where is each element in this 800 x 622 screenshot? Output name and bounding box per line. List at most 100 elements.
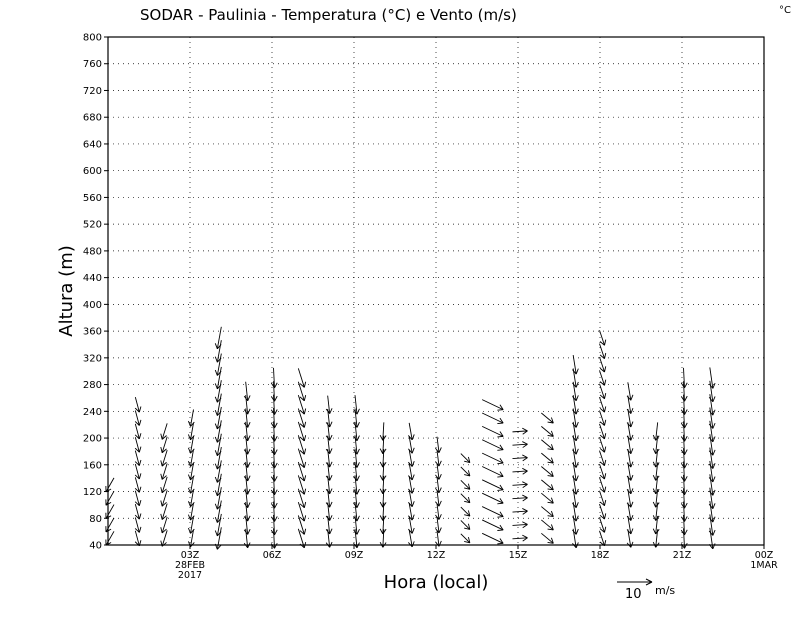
wind-vector-head bbox=[497, 463, 503, 464]
wind-vector bbox=[435, 437, 441, 453]
wind-vector-head bbox=[412, 448, 414, 453]
wind-vector-head bbox=[685, 543, 688, 548]
wind-vector-head bbox=[631, 488, 633, 493]
x-axis-label: Hora (local) bbox=[384, 572, 489, 593]
wind-vector-head bbox=[304, 502, 305, 508]
wind-vector-head bbox=[357, 502, 359, 507]
wind-vector-head bbox=[653, 529, 655, 534]
x-tick-label: 15Z bbox=[509, 550, 528, 561]
wind-vector-head bbox=[304, 449, 305, 455]
wind-vector-head bbox=[713, 543, 715, 548]
wind-vector-head bbox=[576, 502, 578, 507]
wind-vector-head bbox=[215, 517, 217, 522]
wind-vector-head bbox=[304, 475, 305, 481]
wind-vector bbox=[353, 395, 359, 414]
wind-vector-head bbox=[357, 462, 359, 467]
wind-vector bbox=[541, 466, 553, 476]
wind-vector-head bbox=[161, 474, 162, 480]
wind-vector-head bbox=[631, 408, 633, 413]
wind-vector-head bbox=[275, 530, 278, 535]
wind-vector-head bbox=[215, 424, 217, 429]
wind-vector-head bbox=[497, 530, 503, 531]
wind-vector bbox=[461, 454, 470, 463]
wind-vector-head bbox=[139, 473, 141, 479]
wind-vector-head bbox=[275, 436, 278, 441]
wind-vector-head bbox=[139, 447, 141, 453]
y-tick-label: 480 bbox=[83, 246, 102, 257]
wind-vector bbox=[482, 466, 503, 477]
wind-vector-head bbox=[357, 476, 359, 481]
wind-vector-head bbox=[713, 530, 715, 535]
wind-vector-head bbox=[161, 514, 162, 520]
wind-vector bbox=[513, 428, 528, 434]
wind-vector-head bbox=[439, 461, 441, 466]
wind-vector-head bbox=[215, 343, 217, 348]
wind-vector-shaft bbox=[513, 498, 528, 499]
wind-vector-head bbox=[685, 450, 688, 455]
y-tick-label: 320 bbox=[83, 353, 102, 364]
wind-vector bbox=[513, 442, 528, 448]
wind-vector bbox=[513, 495, 528, 501]
wind-vector-head bbox=[215, 530, 217, 535]
wind-vector-head bbox=[357, 489, 359, 494]
wind-vector-shaft bbox=[482, 440, 503, 450]
wind-vector-head bbox=[275, 423, 278, 428]
wind-vector-head bbox=[139, 407, 141, 413]
y-tick-label: 400 bbox=[83, 300, 102, 311]
wind-vector-head bbox=[380, 489, 383, 494]
wind-vector bbox=[513, 482, 528, 488]
wind-vector-head bbox=[653, 448, 655, 453]
wind-vector bbox=[482, 480, 503, 491]
wind-vector-head bbox=[497, 436, 503, 437]
y-tick-label: 680 bbox=[83, 113, 102, 124]
wind-vector-head bbox=[631, 475, 633, 480]
wind-vector bbox=[135, 397, 141, 412]
wind-vector-shaft bbox=[482, 533, 503, 543]
wind-vector-shaft bbox=[482, 400, 503, 410]
wind-vector-head bbox=[330, 435, 332, 440]
wind-vector-head bbox=[522, 508, 527, 511]
wind-vector-head bbox=[522, 535, 527, 538]
x-tick-label: 21Z bbox=[673, 550, 692, 561]
wind-vector bbox=[482, 440, 503, 451]
wind-vector-head bbox=[576, 476, 578, 481]
wind-vector bbox=[461, 507, 470, 516]
wind-vector-shaft bbox=[482, 413, 503, 423]
wind-vector-head bbox=[275, 516, 278, 521]
wind-vector-head bbox=[215, 383, 217, 388]
wind-vector-head bbox=[380, 435, 383, 440]
wind-vector bbox=[600, 357, 606, 372]
wind-vector-head bbox=[713, 450, 715, 455]
wind-vector-head bbox=[139, 500, 141, 506]
wind-vector-head bbox=[248, 422, 250, 427]
reference-vector: 10 m/s bbox=[617, 579, 675, 602]
wind-vector-head bbox=[275, 396, 278, 401]
wind-vector-head bbox=[380, 462, 383, 467]
wind-vector-head bbox=[522, 442, 527, 445]
wind-vector-head bbox=[497, 543, 503, 544]
wind-vector-head bbox=[605, 353, 606, 359]
wind-vector-head bbox=[439, 501, 441, 506]
wind-vector-head bbox=[685, 476, 688, 481]
wind-vector bbox=[600, 397, 606, 412]
wind-vector-head bbox=[412, 528, 414, 533]
wind-vector-head bbox=[576, 369, 578, 374]
wind-vector-head bbox=[439, 474, 441, 479]
wind-vector-head bbox=[576, 395, 578, 400]
y-tick-label: 120 bbox=[83, 487, 102, 498]
wind-vector-head bbox=[215, 477, 217, 482]
wind-vector-head bbox=[685, 423, 688, 428]
wind-vector bbox=[215, 327, 221, 349]
wind-vector-shaft bbox=[513, 431, 528, 432]
wind-vector-shaft bbox=[513, 471, 528, 472]
wind-vector bbox=[482, 400, 503, 411]
wind-vector bbox=[461, 520, 470, 529]
wind-vector-head bbox=[330, 408, 332, 413]
wind-vector-head bbox=[304, 395, 305, 401]
x-tick-label: 06Z bbox=[263, 550, 282, 561]
wind-vector-shaft bbox=[513, 458, 528, 459]
wind-vector-head bbox=[685, 490, 688, 495]
wind-vector-head bbox=[713, 517, 715, 522]
wind-vector-head bbox=[139, 433, 141, 439]
y-tick-label: 360 bbox=[83, 327, 102, 338]
